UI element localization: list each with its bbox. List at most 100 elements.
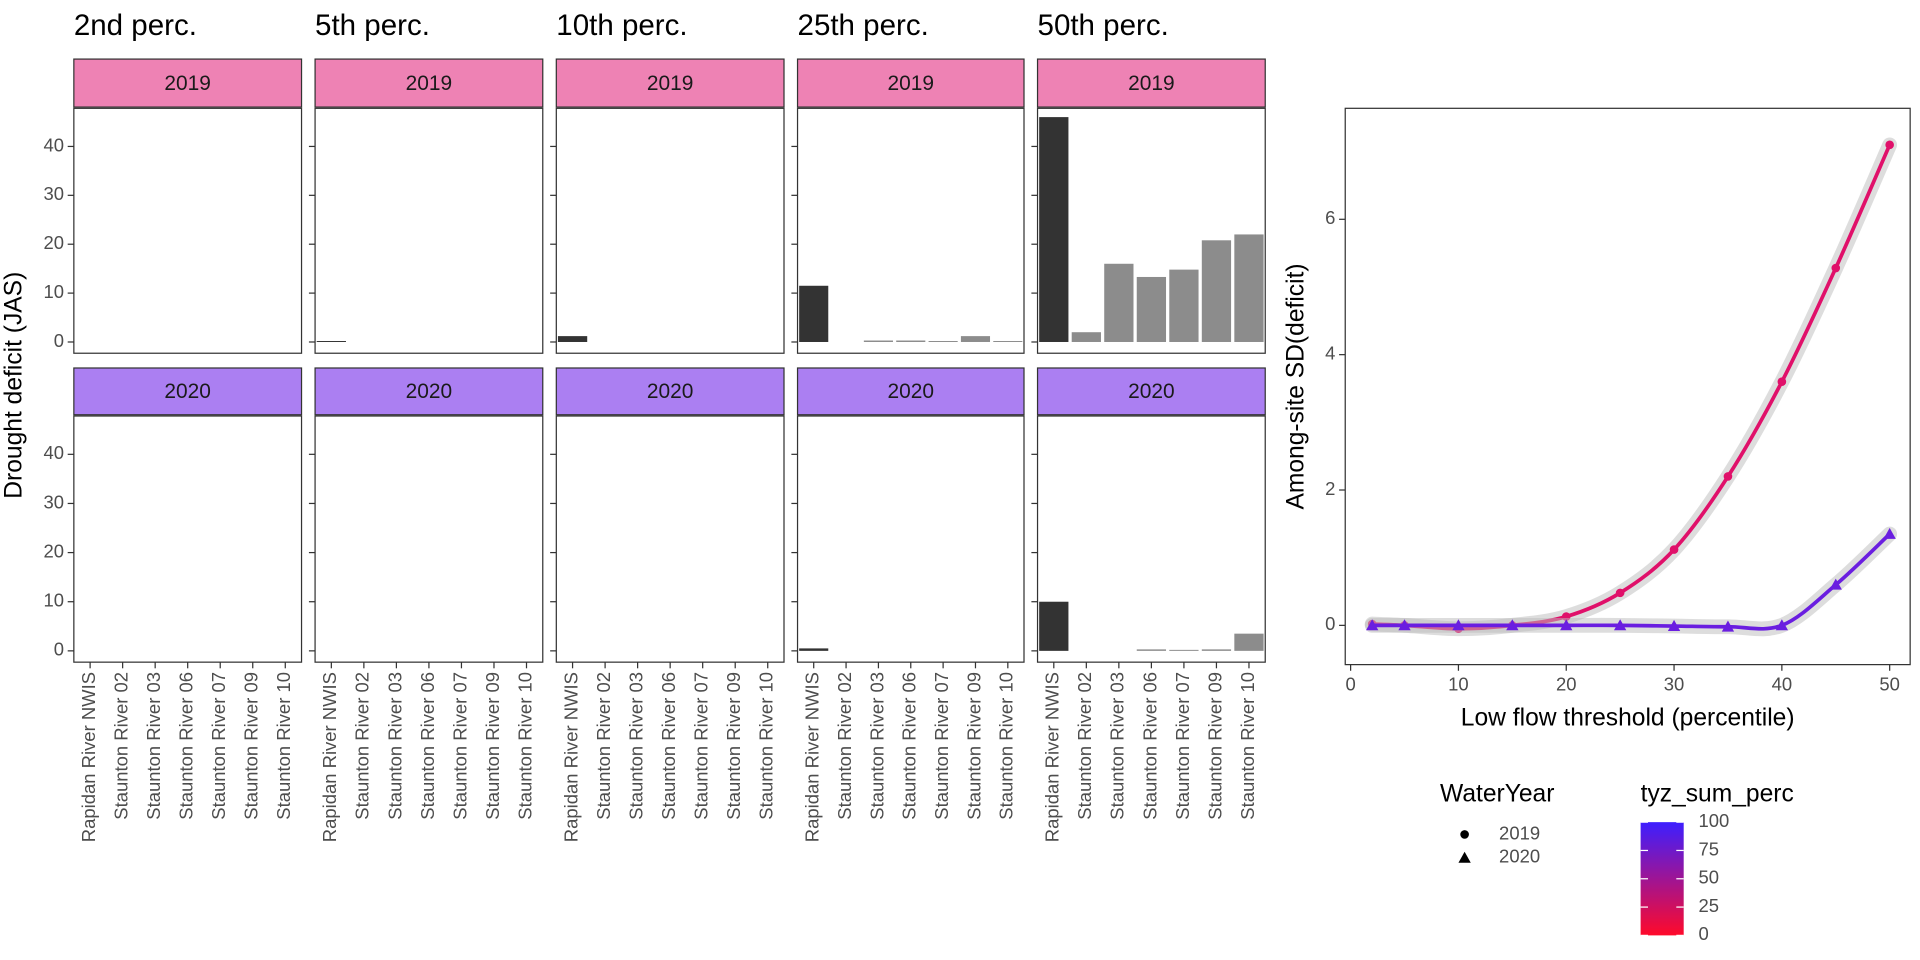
y-tick-label: 10 <box>43 281 64 302</box>
point <box>1885 140 1894 150</box>
x-tick-label: Staunton River 02 <box>834 672 855 820</box>
facet-title: 50th perc. <box>1038 9 1169 42</box>
point <box>1829 578 1842 590</box>
x-tick-label: Staunton River 07 <box>931 672 952 820</box>
x-tick-label: Staunton River 07 <box>691 672 712 820</box>
facet-title: 5th perc. <box>315 9 430 42</box>
panel <box>73 107 303 354</box>
bar <box>799 285 829 342</box>
x-tick-label: 40 <box>1772 673 1793 694</box>
point <box>1615 588 1625 598</box>
point <box>1458 851 1471 863</box>
strip-label: 2019 <box>1128 72 1175 95</box>
x-tick-label: Staunton River 03 <box>866 672 887 820</box>
x-tick-label: Staunton River 02 <box>352 672 373 820</box>
y-tick-label: 20 <box>43 540 64 561</box>
y-tick-label: 40 <box>43 442 64 463</box>
colorbar-tick-label: 0 <box>1698 923 1708 944</box>
point <box>1775 619 1789 631</box>
x-tick-label: Staunton River 09 <box>241 672 262 820</box>
panel <box>796 415 1025 663</box>
x-tick-label: 10 <box>1448 673 1469 694</box>
panel <box>555 107 785 354</box>
bar <box>1234 234 1264 342</box>
x-tick-label: Staunton River 03 <box>143 672 164 820</box>
bar <box>863 340 893 342</box>
x-tick-label: Staunton River 09 <box>963 672 984 820</box>
x-tick-label: Rapidan River NWIS <box>560 672 581 842</box>
bar <box>1201 649 1232 651</box>
strip-label: 2019 <box>406 72 453 95</box>
bar <box>928 341 958 342</box>
x-tick-label: Rapidan River NWIS <box>1042 672 1063 842</box>
strip-label: 2020 <box>406 380 453 403</box>
bar <box>896 340 926 342</box>
strip-label: 2020 <box>647 380 694 403</box>
facet-title: 10th perc. <box>556 9 687 42</box>
x-tick-label: Rapidan River NWIS <box>802 672 823 842</box>
strip-label: 2020 <box>164 380 211 403</box>
bar <box>960 336 991 342</box>
point <box>1460 830 1469 839</box>
bar <box>1039 601 1069 651</box>
panel <box>555 415 785 663</box>
strip-label: 2020 <box>888 380 935 403</box>
strip <box>796 58 1025 108</box>
y-tick-label: 30 <box>43 491 64 512</box>
y-tick-label: 40 <box>43 134 64 155</box>
strip <box>1036 367 1266 416</box>
x-tick-label: Staunton River 06 <box>176 672 197 820</box>
y-tick-label: 2 <box>1325 478 1335 499</box>
bar <box>1169 269 1199 342</box>
bar <box>1169 649 1199 651</box>
x-tick-label: Rapidan River NWIS <box>319 672 340 842</box>
point <box>1723 472 1733 481</box>
legend-label: 2019 <box>1499 822 1540 843</box>
x-tick-label: Staunton River 07 <box>208 672 229 820</box>
point <box>1613 619 1627 631</box>
x-tick-label: Rapidan River NWIS <box>78 672 99 842</box>
strip-label: 2019 <box>888 72 935 95</box>
panel <box>1344 107 1911 666</box>
point <box>1831 263 1841 273</box>
facet-title: 25th perc. <box>798 9 929 42</box>
x-tick-label: Staunton River 07 <box>449 672 470 820</box>
x-tick-label: Staunton River 02 <box>111 672 132 820</box>
x-tick-label: 30 <box>1664 673 1685 694</box>
x-tick-label: Staunton River 10 <box>996 672 1017 820</box>
y-axis-title: Drought deficit (JAS) <box>0 272 27 499</box>
x-tick-label: Staunton River 10 <box>514 672 535 820</box>
strip <box>1036 58 1266 108</box>
colorbar-title: tyz_sum_perc <box>1641 781 1794 808</box>
x-tick-label: Staunton River 09 <box>482 672 503 820</box>
bar <box>799 648 829 651</box>
strip <box>314 367 544 416</box>
x-tick-label: Staunton River 06 <box>899 672 920 820</box>
bar <box>557 336 588 342</box>
y-tick-label: 20 <box>43 232 64 253</box>
colorbar-tick-label: 100 <box>1698 810 1729 831</box>
y-tick-label: 0 <box>54 639 64 660</box>
point <box>1669 545 1679 554</box>
bar <box>1136 649 1167 651</box>
point <box>1667 619 1681 631</box>
panel <box>314 415 544 663</box>
x-tick-label: Staunton River 06 <box>417 672 438 820</box>
x-tick-label: Staunton River 03 <box>1107 672 1128 820</box>
x-tick-label: Staunton River 03 <box>626 672 647 820</box>
strip <box>555 367 785 416</box>
x-axis-title: Low flow threshold (percentile) <box>1461 704 1795 731</box>
point <box>1398 619 1411 631</box>
bar <box>1234 633 1264 651</box>
bar <box>316 341 346 342</box>
strip <box>73 367 303 416</box>
strip <box>73 58 303 108</box>
x-tick-label: Staunton River 02 <box>1074 672 1095 820</box>
strip-label: 2019 <box>164 72 211 95</box>
x-tick-label: 0 <box>1345 673 1355 694</box>
point <box>1506 619 1519 631</box>
y-tick-label: 4 <box>1325 343 1335 364</box>
panel <box>796 107 1025 354</box>
x-tick-label: Staunton River 06 <box>1139 672 1160 820</box>
